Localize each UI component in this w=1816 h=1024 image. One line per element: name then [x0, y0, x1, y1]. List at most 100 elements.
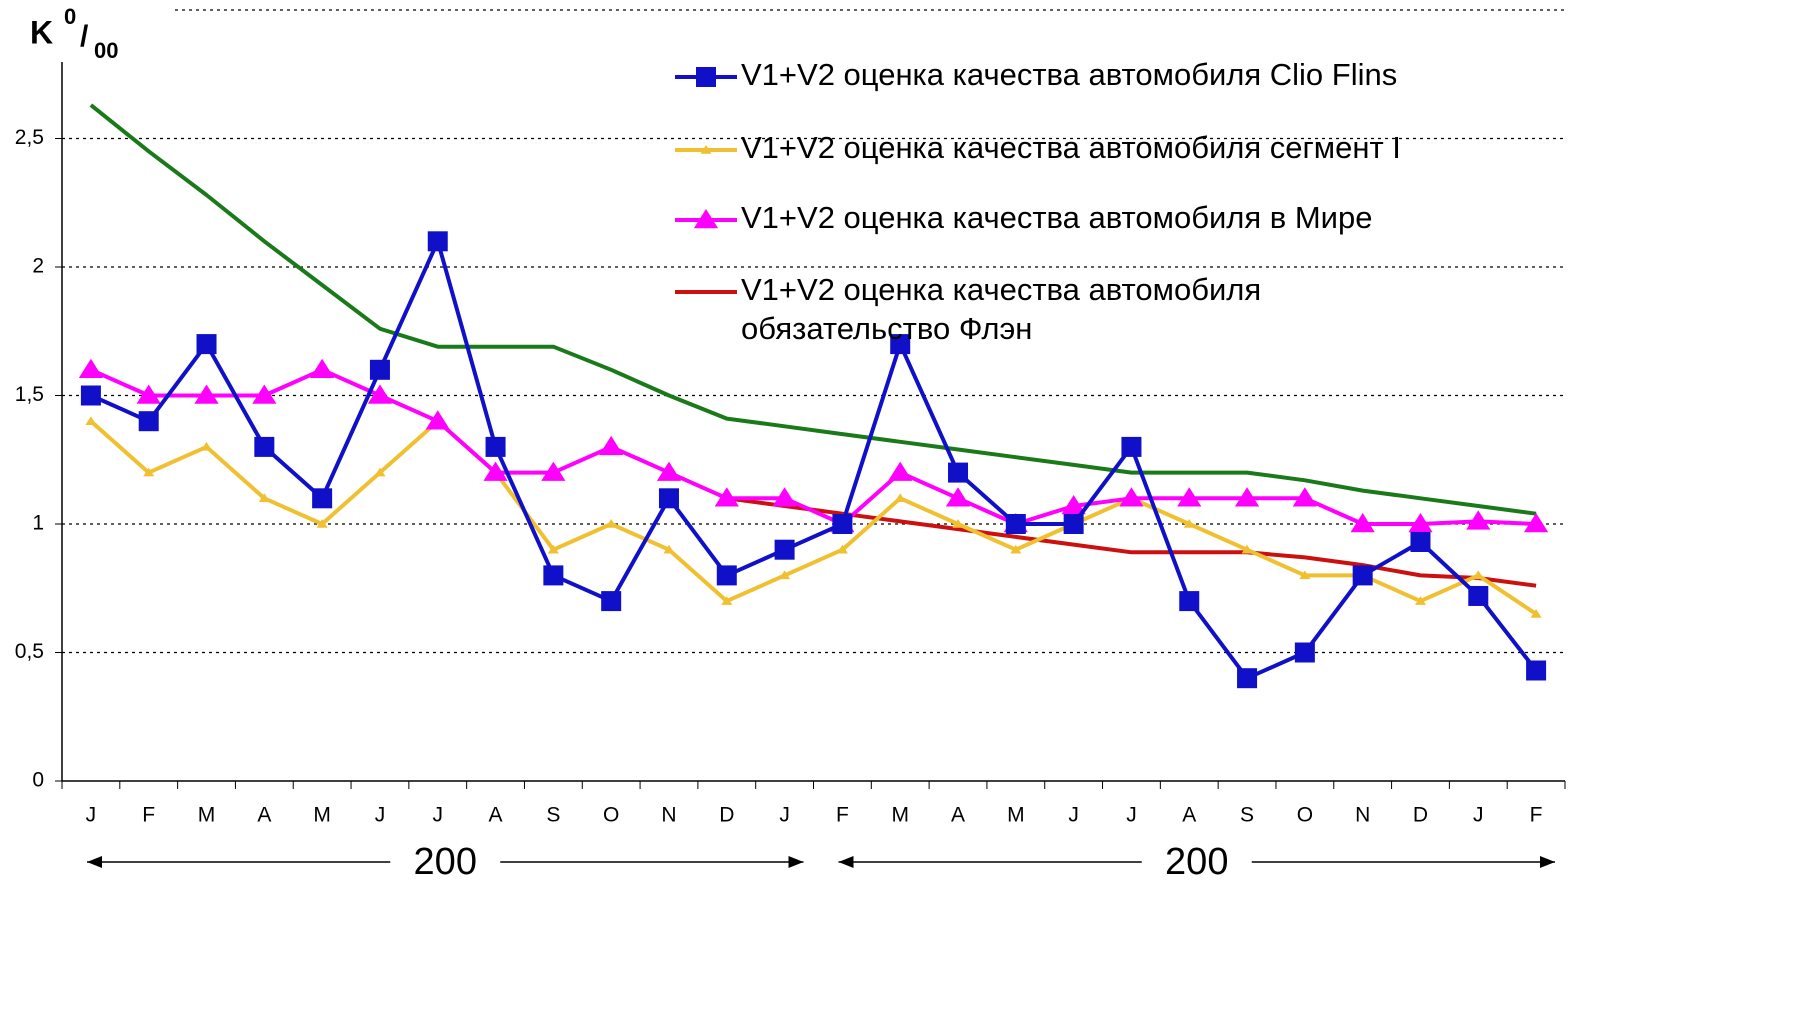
legend-marker	[696, 67, 716, 87]
point	[656, 461, 682, 481]
point	[196, 334, 217, 355]
point	[605, 519, 617, 528]
point	[948, 462, 969, 483]
point	[369, 359, 390, 380]
x-tick-label: J	[779, 804, 790, 827]
x-tick-label: O	[603, 804, 619, 827]
point	[601, 591, 622, 612]
point	[194, 384, 219, 404]
point	[1530, 608, 1542, 618]
y-title-sup: 0	[64, 4, 76, 29]
point	[779, 570, 791, 580]
point	[1010, 544, 1022, 554]
point	[201, 441, 213, 451]
point	[599, 435, 624, 456]
y-tick-label: 1	[32, 512, 44, 535]
point	[1292, 487, 1317, 507]
series-line	[90, 367, 1537, 526]
x-tick-label: M	[313, 804, 331, 827]
point	[1241, 544, 1253, 554]
point	[888, 461, 913, 481]
point	[316, 519, 328, 528]
x-tick-label: A	[489, 804, 503, 827]
point	[721, 596, 733, 605]
y-tick-label: 1,5	[15, 383, 44, 406]
point	[836, 544, 848, 554]
x-tick-label: D	[1413, 804, 1428, 827]
point	[427, 231, 448, 252]
point	[1352, 565, 1373, 586]
point	[1063, 514, 1084, 534]
point	[658, 488, 679, 509]
point	[1299, 570, 1311, 580]
point	[1005, 514, 1026, 534]
point	[425, 410, 450, 430]
point	[1468, 585, 1489, 606]
y-tick-label: 2,5	[15, 126, 44, 149]
point	[1119, 487, 1144, 507]
period-label: 200	[1165, 841, 1228, 883]
point	[252, 384, 277, 404]
legend-label: V1+V2 оценка качества автомобиля сегмент…	[741, 130, 1401, 165]
legend-label: V1+V2 оценка качества автомобиля Clio Fl…	[741, 57, 1397, 92]
x-tick-label: M	[1007, 804, 1025, 827]
y-title-sep: /	[80, 20, 89, 53]
x-tick-label: F	[142, 804, 155, 827]
point	[1294, 642, 1315, 663]
x-tick-label: A	[951, 804, 965, 827]
x-tick-label: S	[546, 804, 560, 827]
x-tick-label: M	[198, 804, 216, 827]
point	[543, 565, 564, 586]
point	[258, 493, 270, 503]
y-tick-label: 2	[32, 255, 44, 278]
point	[485, 436, 506, 457]
series-line	[726, 496, 1537, 588]
x-tick-label: J	[86, 804, 97, 827]
point	[1234, 487, 1260, 507]
point	[1177, 487, 1202, 507]
point	[952, 519, 964, 528]
point	[1183, 519, 1195, 528]
point	[1121, 436, 1142, 457]
point	[136, 384, 161, 404]
legend-marker	[700, 145, 712, 154]
point	[374, 467, 386, 477]
x-tick-label: J	[1473, 804, 1484, 827]
point	[1472, 570, 1484, 580]
x-tick-label: J	[1068, 804, 1079, 827]
y-tick-label: 0,5	[15, 640, 44, 663]
point	[312, 488, 333, 509]
point	[541, 461, 566, 481]
point	[483, 461, 508, 481]
x-tick-label: J	[433, 804, 444, 827]
point	[890, 334, 911, 355]
legend-label: V1+V2 оценка качества автомобиля в Мире	[741, 200, 1372, 235]
point	[832, 514, 853, 534]
x-tick-label: J	[1126, 804, 1137, 827]
point	[310, 358, 335, 379]
point	[1523, 513, 1549, 533]
point	[1466, 510, 1491, 530]
series-line	[89, 103, 1537, 516]
point	[1061, 495, 1086, 515]
legend-label: V1+V2 оценка качества автомобиля обязател…	[741, 272, 1261, 346]
point	[663, 544, 675, 554]
point	[254, 436, 275, 457]
point	[1414, 596, 1426, 605]
point	[78, 358, 104, 379]
point	[547, 544, 559, 554]
y-title-main: K	[30, 14, 53, 50]
period-label: 200	[414, 841, 477, 883]
point	[138, 411, 159, 432]
point	[714, 487, 739, 507]
point	[80, 385, 101, 406]
x-tick-label: J	[375, 804, 386, 827]
y-tick-label: 0	[32, 769, 44, 792]
point	[772, 487, 797, 507]
x-tick-label: O	[1297, 804, 1313, 827]
x-tick-label: D	[719, 804, 734, 827]
point	[367, 384, 393, 404]
y-axis-title: K 0 / 00	[30, 4, 118, 63]
point	[85, 416, 97, 425]
